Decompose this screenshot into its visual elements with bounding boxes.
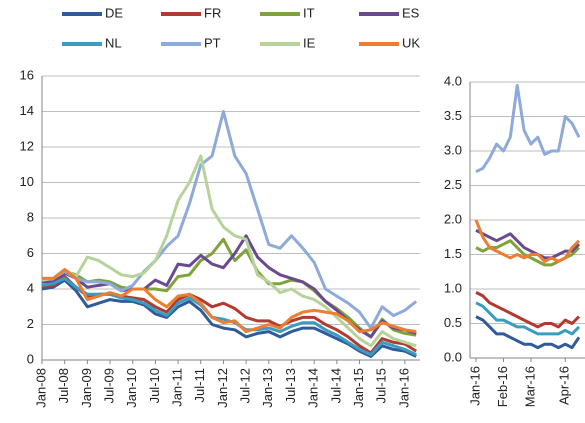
y-tick-label: 0 [27,351,34,366]
y-tick-label: 0.5 [444,315,462,330]
x-tick-label: Jul-09 [101,368,116,403]
series-line [475,315,581,350]
series-line [475,291,581,329]
series-line [41,110,418,330]
series-line [41,154,417,348]
x-tick-label: Jul-14 [328,368,343,403]
x-tick-label: Feb-16 [495,366,510,407]
x-tick-label: Jan-14 [306,368,321,408]
x-tick-label: Jan-08 [33,368,48,408]
legend-label: DE [105,5,123,20]
series-line [475,83,581,174]
x-tick-label: Jan-10 [124,368,139,408]
x-tick-label: Jan-16 [467,366,482,406]
x-tick-label: Apr-16 [557,366,572,405]
legend-label: IT [303,5,315,20]
x-tick-label: Jul-08 [56,368,71,403]
legend-label: PT [204,35,221,50]
x-tick-label: Jul-10 [147,368,162,403]
x-tick-label: Jan-15 [351,368,366,408]
x-tick-label: Jan-09 [79,368,94,408]
y-tick-label: 1.5 [444,246,462,261]
y-tick-label: 12 [20,138,34,153]
y-tick-label: 2.5 [444,177,462,192]
x-tick-label: Jul-15 [374,368,389,403]
y-tick-label: 8 [27,209,34,224]
y-tick-label: 4.0 [444,73,462,88]
x-tick-label: Jul-11 [192,368,207,402]
y-tick-label: 4 [27,280,34,295]
y-tick-label: 10 [20,174,34,189]
y-tick-label: 2.0 [444,211,462,226]
y-tick-label: 16 [20,67,34,82]
x-tick-label: Jan-16 [396,368,411,408]
series-line [42,268,417,334]
series-line [41,237,417,339]
x-tick-label: Jul-12 [238,368,253,403]
x-tick-label: Jan-12 [215,368,230,408]
y-tick-label: 6 [27,245,34,260]
legend-label: ES [402,5,420,20]
y-tick-label: 3.5 [444,108,462,123]
y-tick-label: 3.0 [444,142,462,157]
legend-label: UK [402,35,420,50]
series-line [474,219,581,263]
x-tick-label: Jul-13 [283,368,298,403]
series-line [41,276,417,357]
x-tick-label: Jan-13 [260,368,275,408]
y-tick-label: 14 [20,103,34,118]
y-tick-label: 1.0 [444,280,462,295]
legend-label: NL [105,35,122,50]
legend-label: FR [204,5,221,20]
x-tick-label: Jan-11 [170,368,185,407]
y-tick-label: 0.0 [444,349,462,364]
series-line [475,301,581,336]
y-tick-label: 2 [27,316,34,331]
series-line [475,228,581,260]
legend-label: IE [303,35,316,50]
x-tick-label: Mar-16 [522,366,537,407]
